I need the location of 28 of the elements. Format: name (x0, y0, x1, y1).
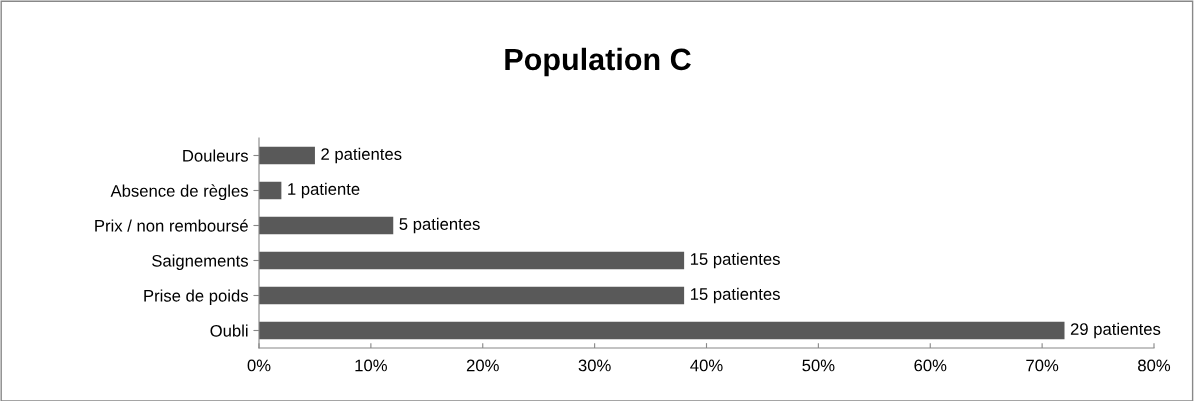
annotation: 15 patientes (690, 252, 780, 269)
y-tick-label: Prise de poids (144, 289, 248, 305)
bar (259, 216, 394, 235)
bar (259, 181, 282, 200)
annotation: 15 patientes (690, 287, 780, 304)
annotation: 29 patientes (1070, 322, 1161, 339)
bar (259, 321, 1065, 340)
x-tick-label: 50% (802, 359, 835, 372)
y-tick-label: Saignements (152, 254, 248, 270)
bar (259, 251, 685, 270)
x-tick-label: 80% (1138, 359, 1171, 372)
x-tick-label: 20% (466, 359, 499, 372)
bar (259, 146, 315, 165)
x-tick-label: 30% (578, 359, 611, 372)
x-tick-label: 40% (690, 359, 723, 372)
y-tick-label: Prix / non remboursé (95, 219, 248, 232)
bar (259, 286, 685, 305)
x-tick-label: 60% (914, 359, 947, 372)
annotation: 1 patiente (288, 182, 360, 199)
x-tick-label: 10% (355, 359, 387, 372)
chart-title: Population C (505, 47, 691, 77)
x-tick-label: 70% (1026, 359, 1059, 372)
x-tick-label: 0% (247, 359, 271, 372)
y-tick-label: Oubli (210, 324, 248, 337)
annotation: 5 patientes (399, 217, 480, 234)
y-tick-label: Douleurs (183, 149, 248, 162)
annotation: 2 patientes (321, 147, 402, 164)
y-tick-label: Absence de règles (110, 184, 248, 201)
